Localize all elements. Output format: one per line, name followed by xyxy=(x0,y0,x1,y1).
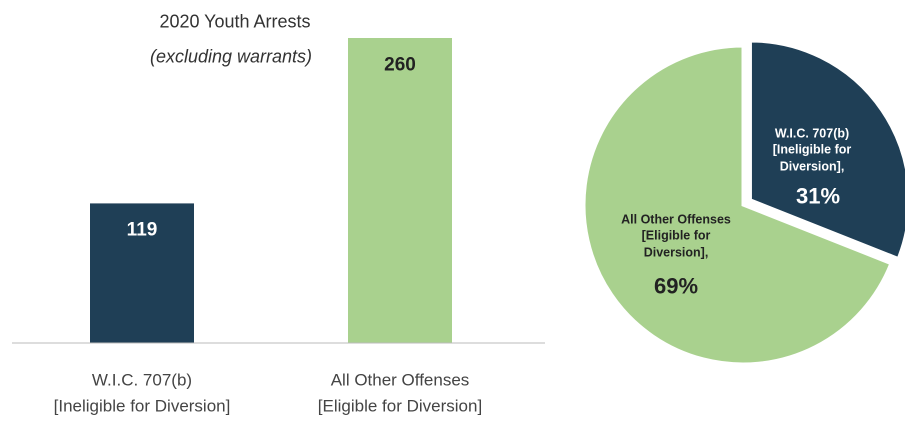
slice-label: W.I.C. 707(b) [Ineligible for Diversion]… xyxy=(772,126,852,174)
bar xyxy=(348,38,452,343)
bar-value-label: 260 xyxy=(384,54,416,76)
bar-value-label: 119 xyxy=(126,220,158,242)
chart-title: 2020 Youth Arrests xyxy=(159,11,311,32)
slice-value-label: 69% xyxy=(653,273,699,299)
slice-value-label: 31% xyxy=(795,183,841,209)
bar xyxy=(90,203,194,343)
chart-subtitle: (excluding warrants) xyxy=(149,46,313,67)
x-tick-label: W.I.C. 707(b) [Ineligible for Diversion] xyxy=(53,370,231,416)
slice-label: All Other Offenses [Eligible for Diversi… xyxy=(621,212,731,260)
pie-slice xyxy=(748,39,905,261)
pie-slice xyxy=(582,44,893,366)
x-tick-label: All Other Offenses [Eligible for Diversi… xyxy=(317,370,483,416)
